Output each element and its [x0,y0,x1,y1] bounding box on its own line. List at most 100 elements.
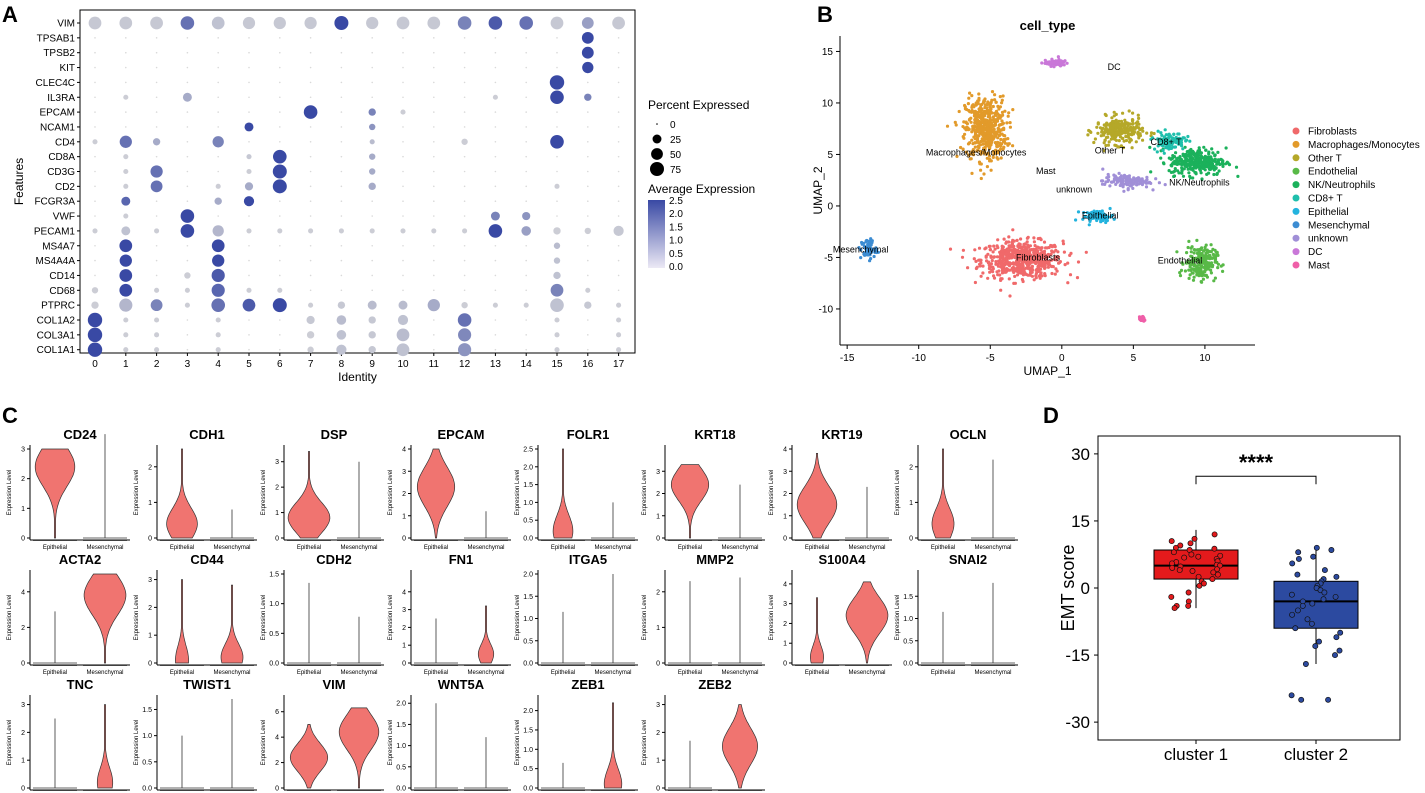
umap-point [1183,155,1187,159]
umap-point [1169,146,1174,150]
dot [125,66,127,69]
y-tick-label: 1.0 [396,743,406,750]
umap-point [998,256,1003,260]
umap-point [1126,127,1131,131]
umap-point [1198,157,1202,161]
umap-point [1192,153,1196,157]
umap-point [1033,254,1038,258]
umap-point [1208,167,1212,171]
dot [94,37,96,39]
umap-point [1113,128,1117,132]
umap-point [1050,245,1054,249]
umap-point [1019,245,1023,249]
dot [215,317,221,323]
umap-point [999,156,1003,160]
umap-point [1188,176,1193,180]
umap-point [1190,271,1194,275]
violin-title: EPCAM [438,427,485,442]
umap-point [1095,218,1099,223]
y-tick-label: 0.0 [523,536,533,543]
dot [617,126,620,128]
umap-point [1173,159,1177,163]
umap-point [1000,277,1004,281]
dot [309,126,312,128]
dot [427,299,440,312]
y-axis-title: Expression Level [642,720,648,766]
umap-point [985,127,990,131]
umap-point [1136,113,1140,117]
violin-title: CDH2 [316,552,351,567]
dot [550,90,564,105]
umap-point [1161,148,1165,153]
umap-point [1005,121,1009,125]
umap-point [1011,248,1015,252]
umap-point [1040,61,1044,65]
y-tick-label: 1 [909,500,913,507]
umap-point [1128,137,1133,141]
violin-shape [34,448,76,539]
umap-point [1219,264,1223,268]
dot [369,168,376,175]
umap-point [999,262,1004,267]
umap-point [1200,177,1204,181]
umap-point [1104,143,1108,148]
umap-point [995,156,999,160]
umap-point [1137,177,1141,181]
umap-point [1187,276,1191,280]
dot [396,16,410,30]
legend-label: unknown [1308,234,1348,245]
umap-point [1188,265,1192,269]
data-point [1294,607,1301,614]
data-point [1304,616,1311,623]
umap-point [976,144,980,149]
dot [402,51,404,54]
umap-point [1178,271,1182,275]
dot [340,170,343,173]
legend-size-label: 25 [670,135,682,146]
dot [186,111,189,113]
umap-point [1177,132,1181,136]
identity-label: 12 [459,359,471,370]
umap-point [1209,261,1214,265]
umap-point [1167,169,1171,173]
dot [457,313,472,327]
dot [212,225,224,237]
umap-point [1145,175,1149,179]
dot [279,319,281,321]
umap-point [1015,238,1019,242]
umap-point [1110,116,1114,120]
dot [463,200,466,202]
violin-shape [931,448,955,539]
identity-label: 11 [429,359,440,370]
legend-swatch [1292,207,1300,215]
dot [463,96,466,99]
dot [617,96,620,99]
dot [617,215,620,217]
umap-point [1207,152,1211,156]
y-axis-title: UMAP_2 [811,166,825,214]
umap-point [971,124,975,128]
group-label: Mesenchymal [721,545,758,551]
dot [248,37,250,39]
dot [279,81,281,84]
violin-shape [845,581,889,664]
umap-point [1160,133,1164,137]
legend-swatch [1292,127,1300,135]
umap-point [1140,182,1144,186]
feature-label: PTPRC [41,301,75,312]
dot [402,215,404,217]
umap-point [1114,138,1118,142]
umap-point [1055,60,1059,64]
umap-point [1100,128,1104,132]
legend-swatch [1292,154,1300,162]
umap-point [1008,294,1012,298]
data-point [1299,602,1306,609]
violin-shape [83,573,127,664]
umap-point [1178,274,1183,278]
dot [150,299,163,312]
dot [525,274,527,277]
umap-point [977,160,982,164]
umap-point [955,154,959,158]
umap-point [1136,131,1140,136]
dot [587,348,589,351]
